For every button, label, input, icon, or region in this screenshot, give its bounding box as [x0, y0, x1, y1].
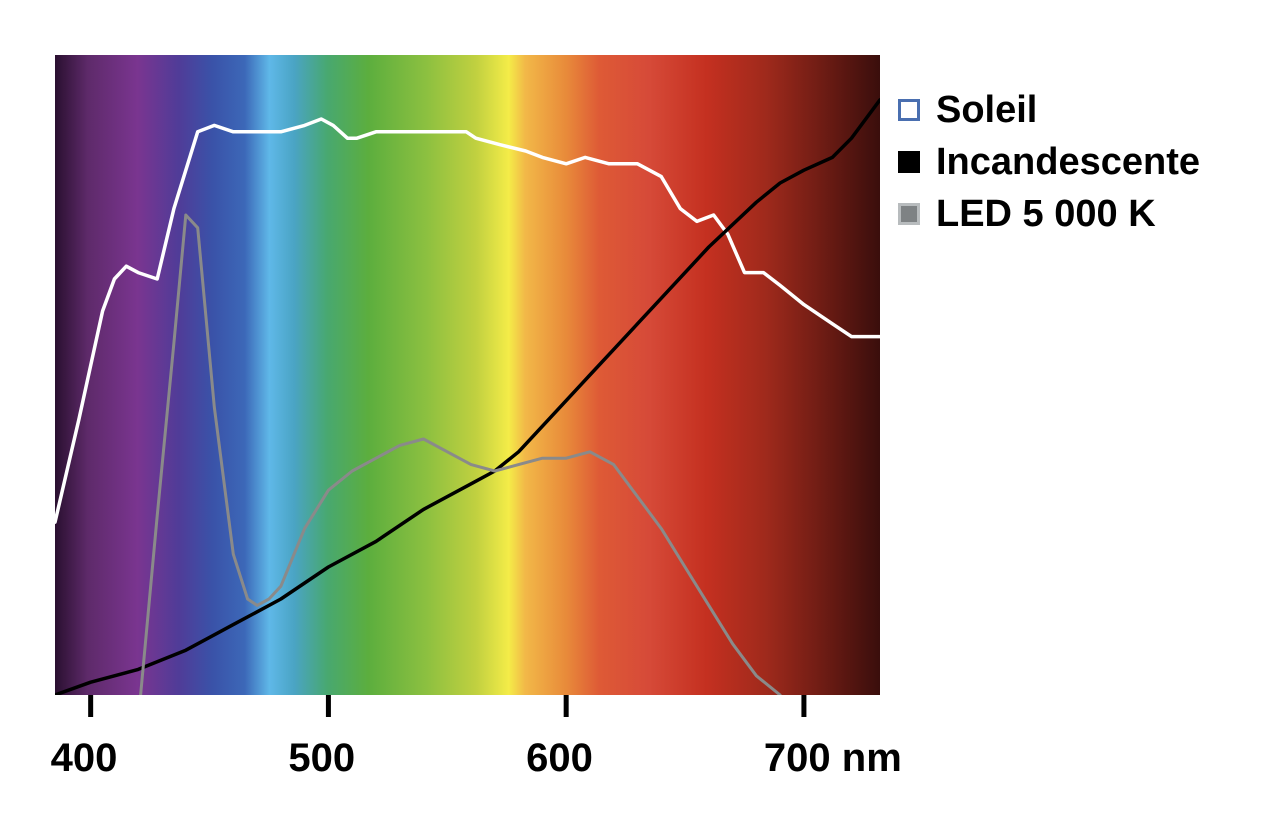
x-tick-labels: 400 500 600 700 nm [51, 736, 902, 780]
legend-swatch-led [898, 203, 920, 225]
legend-item-led: LED 5 000 K [898, 188, 1200, 240]
legend-label-incandescente: Incandescente [936, 140, 1200, 183]
series-layer [55, 98, 880, 695]
spectrum-background [55, 55, 880, 695]
legend-item-incandescente: Incandescente [898, 136, 1200, 188]
legend-swatch-incandescente [898, 151, 920, 173]
x-tick-label-600: 600 [526, 736, 593, 780]
x-axis [88, 695, 807, 717]
series-line-incandescente [55, 98, 880, 695]
x-tick-label-700: 700 nm [764, 736, 902, 780]
legend-label-soleil: Soleil [936, 88, 1038, 131]
legend-swatch-soleil [898, 99, 920, 121]
x-tick-label-500: 500 [288, 736, 355, 780]
x-tick-label-400: 400 [51, 736, 118, 780]
series-line-soleil [55, 117, 880, 524]
legend-label-led: LED 5 000 K [936, 192, 1156, 235]
series-line-led-5-000-k [139, 213, 782, 695]
legend-item-soleil: Soleil [898, 84, 1200, 136]
legend: Soleil Incandescente LED 5 000 K [898, 84, 1200, 240]
